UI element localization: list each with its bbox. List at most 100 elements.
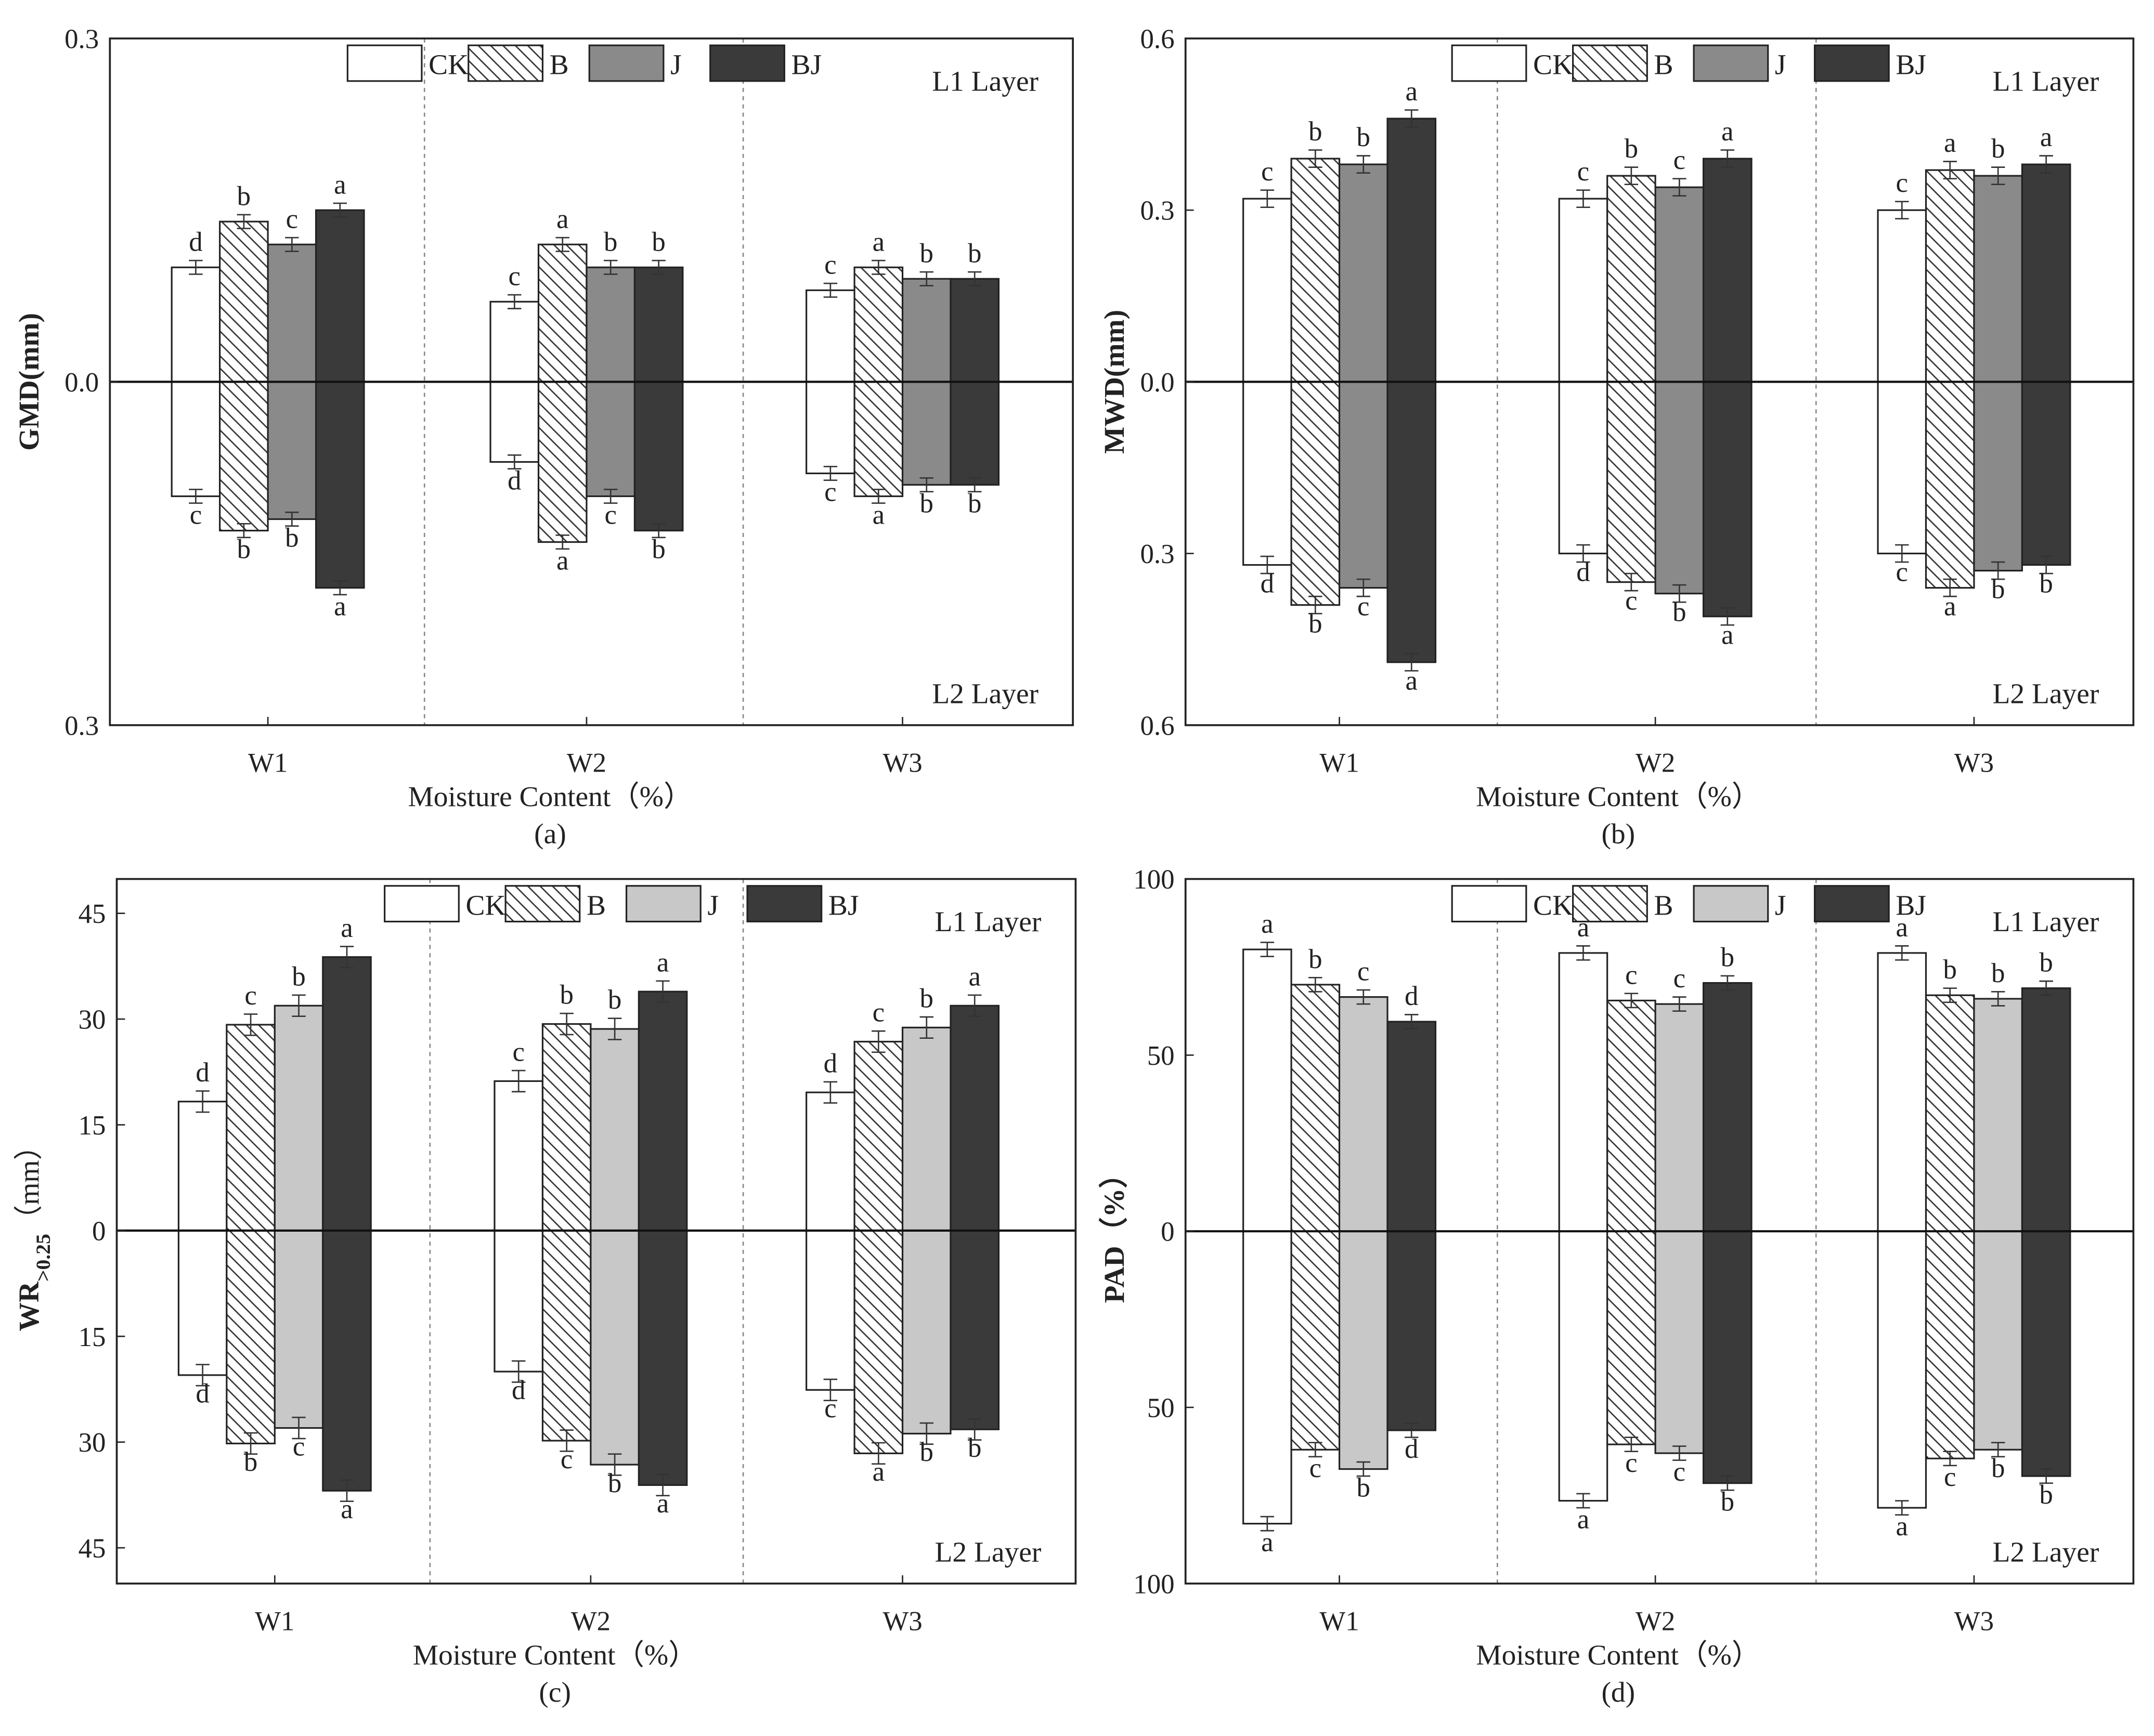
x-tick-label: W1	[248, 748, 288, 778]
bar-CK-L1-W2	[1558, 198, 1608, 383]
bar-J-L2-W1	[274, 1230, 324, 1429]
significance-letter: a	[657, 947, 669, 977]
bar-CK-L2-W3	[1877, 381, 1927, 555]
error-bar	[1624, 1437, 1639, 1452]
error-bar	[560, 1012, 574, 1036]
y-tick-label: 15	[79, 1111, 106, 1141]
layer-label-top: L1 Layer	[932, 65, 1039, 97]
bar-BJ-L1-W2	[1702, 158, 1753, 383]
error-bar	[967, 271, 982, 286]
significance-letter: b	[560, 980, 573, 1010]
bar-BJ-L1-W1	[1386, 1021, 1437, 1232]
legend-label-CK: CK	[465, 889, 505, 921]
legend-label-J: J	[1775, 889, 1786, 921]
x-axis-label: Moisture Content（%）	[408, 781, 692, 813]
y-tick-label: 30	[79, 1428, 106, 1458]
error-bar	[1720, 1475, 1734, 1491]
significance-letter: d	[196, 1379, 209, 1409]
error-bar	[872, 259, 886, 275]
bar-J-L1-W3	[1973, 998, 2023, 1232]
y-tick-label: 0	[92, 1216, 106, 1246]
error-bar	[1576, 945, 1590, 961]
layer-label-bottom: L2 Layer	[935, 1536, 1042, 1568]
legend-swatch-BJ	[746, 885, 823, 923]
legend-swatch-J	[625, 885, 702, 923]
significance-letter: c	[1673, 1457, 1685, 1487]
bar-BJ-L2-W1	[1386, 1230, 1437, 1431]
error-bar	[196, 1364, 210, 1387]
x-tick-label: W1	[1319, 1607, 1359, 1637]
error-bar	[1405, 109, 1419, 128]
y-tick-label: 0.0	[64, 368, 99, 398]
bar-BJ-L1-W2	[638, 990, 688, 1232]
bar-B-L1-W1	[1290, 984, 1341, 1232]
error-bar	[1991, 991, 2005, 1007]
significance-letter: b	[604, 227, 617, 257]
error-bar	[292, 994, 306, 1017]
y-tick-label: 0.3	[64, 24, 99, 54]
bar-CK-L2-W3	[806, 1230, 855, 1391]
bar-B-L2-W3	[1925, 381, 1975, 589]
bar-B-L2-W1	[1290, 1230, 1341, 1451]
error-bar	[919, 477, 933, 493]
error-bar	[1260, 555, 1275, 575]
significance-letter: a	[1896, 1511, 1908, 1542]
error-bar	[1356, 578, 1370, 597]
error-bar	[967, 477, 982, 493]
legend-label-CK: CK	[1533, 889, 1573, 921]
bar-BJ-L2-W1	[322, 1230, 372, 1492]
bar-CK-L1-W1	[171, 266, 221, 383]
error-bar	[1576, 189, 1590, 208]
bar-J-L1-W1	[267, 243, 317, 383]
error-bar	[1895, 544, 1909, 563]
bar-CK-L1-W2	[1558, 952, 1608, 1232]
bar-B-L2-W1	[1290, 381, 1341, 606]
bar-B-L2-W3	[853, 381, 904, 498]
bar-CK-L1-W1	[1242, 948, 1292, 1232]
bar-B-L1-W1	[226, 1024, 276, 1232]
significance-letter: a	[1405, 666, 1417, 696]
significance-letter: a	[1896, 912, 1908, 943]
significance-letter: c	[509, 262, 521, 292]
error-bar	[1576, 1493, 1590, 1509]
significance-letter: a	[341, 913, 353, 943]
bar-CK-L1-W3	[806, 1091, 855, 1232]
y-axis-label-subscript: >0.25	[32, 1234, 55, 1282]
legend-swatch-J	[1693, 44, 1769, 82]
significance-letter: a	[873, 1457, 885, 1487]
error-bar	[560, 1429, 574, 1452]
significance-letter: b	[237, 181, 251, 211]
bar-BJ-L1-W3	[950, 278, 1000, 383]
error-bar	[1624, 572, 1639, 592]
bar-CK-L2-W1	[177, 1230, 228, 1376]
error-bar	[292, 1416, 306, 1440]
x-tick-label: W1	[1319, 748, 1359, 778]
x-axis-label: Moisture Content（%）	[1476, 781, 1760, 813]
bar-J-L2-W1	[267, 381, 317, 520]
error-bar	[189, 488, 203, 504]
panel-label: (d)	[1601, 1676, 1635, 1708]
bar-BJ-L1-W3	[950, 1004, 1000, 1232]
significance-letter: c	[293, 1431, 305, 1461]
bar-B-L1-W2	[537, 243, 588, 383]
bar-B-L1-W2	[541, 1023, 592, 1232]
significance-letter: a	[1405, 76, 1417, 107]
bar-B-L1-W3	[853, 266, 904, 383]
y-axis-label: GMD(mm)	[13, 313, 45, 451]
significance-letter: b	[1991, 958, 2005, 988]
error-bar	[1260, 1516, 1275, 1532]
error-bar	[1895, 201, 1909, 220]
error-bar	[656, 1473, 670, 1497]
significance-letter: a	[1944, 591, 1956, 621]
bar-CK-L2-W2	[1558, 381, 1608, 555]
significance-letter: c	[1625, 960, 1637, 990]
bar-CK-L1-W3	[806, 289, 855, 383]
error-bar	[967, 1418, 982, 1441]
error-bar	[2039, 155, 2053, 174]
bar-J-L1-W3	[901, 1026, 952, 1232]
bar-CK-L1-W3	[1877, 952, 1927, 1232]
x-tick-label: W3	[1954, 748, 1994, 778]
bar-J-L1-W2	[1654, 1003, 1705, 1232]
error-bar	[511, 1360, 526, 1383]
